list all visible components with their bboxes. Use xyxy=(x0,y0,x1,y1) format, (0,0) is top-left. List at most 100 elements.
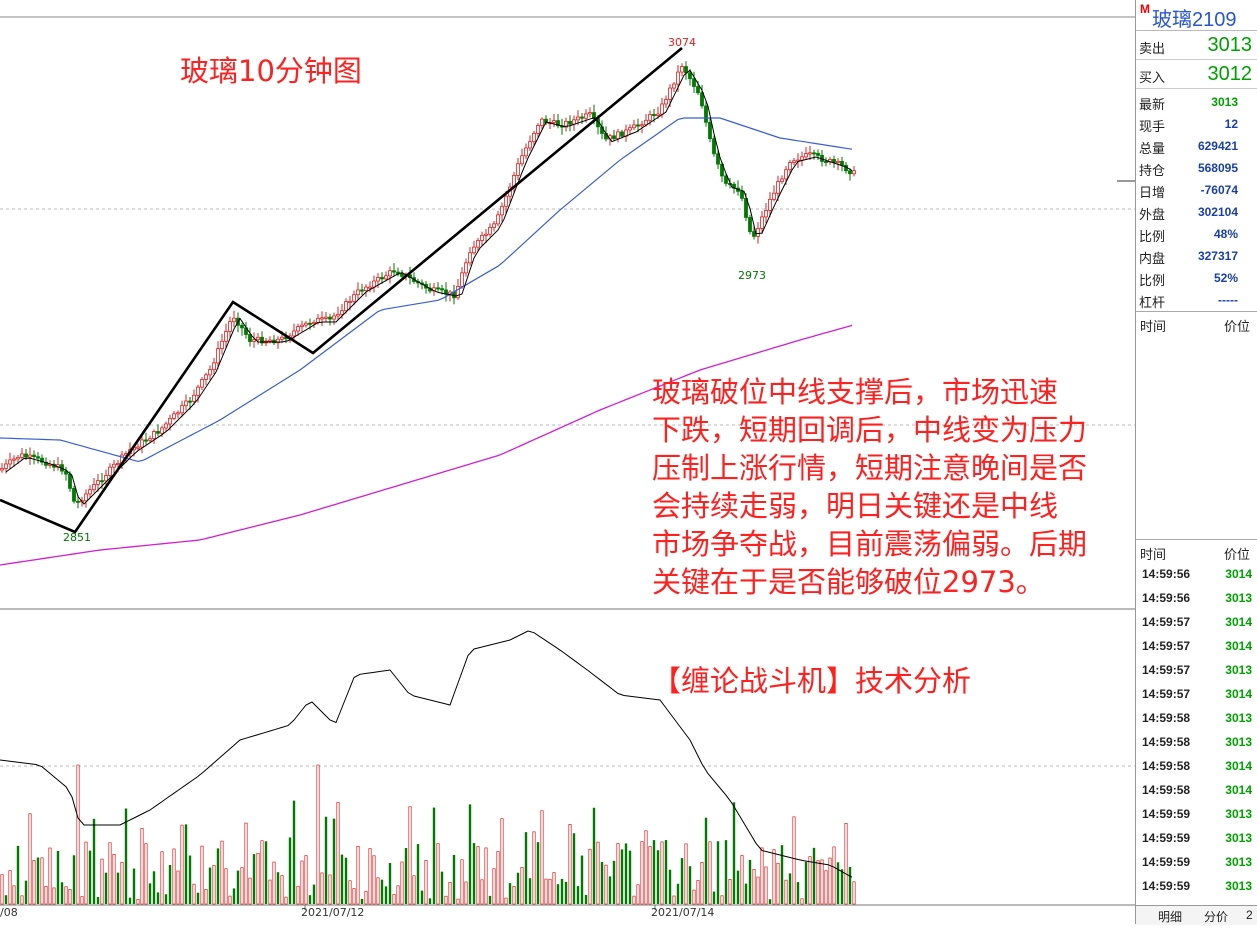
tab-price-distribution[interactable]: 分价 xyxy=(1204,910,1229,924)
candle-body xyxy=(260,336,264,344)
tick-row: 14:59:58 3014 xyxy=(1136,754,1257,778)
volume-bar xyxy=(464,881,468,905)
candle-body xyxy=(136,446,140,449)
volume-bar xyxy=(132,868,136,904)
candle-body xyxy=(524,147,528,157)
stat-value: 48% xyxy=(1213,227,1238,241)
volume-bar xyxy=(240,867,244,905)
candle-body xyxy=(704,105,708,123)
candle-body xyxy=(584,113,588,119)
candle-body xyxy=(588,112,592,115)
candle-body xyxy=(192,394,196,402)
volume-bar xyxy=(408,806,412,905)
volume-bar xyxy=(144,843,148,905)
volume-bar xyxy=(56,850,60,904)
volume-bar xyxy=(24,880,28,904)
x-axis-label: 2021/07/14 xyxy=(651,906,715,919)
volume-bar xyxy=(592,807,596,904)
candle-body xyxy=(572,119,576,125)
candle-body xyxy=(200,379,204,388)
volume-bar xyxy=(552,872,556,905)
candle-body xyxy=(252,339,256,342)
candle-body xyxy=(40,457,44,463)
volume-bar xyxy=(572,833,576,904)
volume-bar xyxy=(44,885,48,905)
stat-value: 327317 xyxy=(1197,249,1238,263)
volume-bar xyxy=(200,845,204,905)
volume-bar xyxy=(164,894,168,904)
candle-body xyxy=(752,231,756,237)
candle-body xyxy=(320,317,324,320)
volume-bar xyxy=(808,856,812,905)
volume-bar xyxy=(748,859,752,904)
candle-body xyxy=(72,488,76,502)
volume-bar xyxy=(496,851,500,905)
volume-bar xyxy=(344,857,348,904)
candle-body xyxy=(76,500,80,503)
candle-body xyxy=(568,120,572,125)
symbol-header[interactable]: M 玻璃2109 xyxy=(1136,0,1257,31)
candle-body xyxy=(628,127,632,131)
volume-bar xyxy=(640,841,644,905)
stat-label: 日增 xyxy=(1139,185,1166,200)
candle-body xyxy=(212,362,216,371)
volume-bar xyxy=(328,874,332,905)
candle-body xyxy=(188,400,192,403)
volume-bar xyxy=(20,895,24,905)
header-time: 时间 xyxy=(1140,547,1167,562)
volume-bar xyxy=(352,888,356,905)
candle-body xyxy=(208,369,212,376)
candle-body xyxy=(376,277,380,282)
stat-label: 杠杆 xyxy=(1139,295,1166,310)
volume-bar xyxy=(388,863,392,904)
tab-detail[interactable]: 明细 xyxy=(1158,910,1183,924)
volume-bar xyxy=(160,851,164,905)
high-label: 3074 xyxy=(668,36,696,49)
volume-bar xyxy=(232,888,236,904)
volume-bar xyxy=(648,846,652,905)
volume-bar xyxy=(32,860,36,905)
tick-row: 14:59:56 3014 xyxy=(1136,562,1257,586)
volume-bar xyxy=(672,895,676,905)
volume-bar xyxy=(784,879,788,905)
kline-chart-area[interactable]: 3074 2973 2851 玻璃10分钟图 玻璃破位中线支撑后，市场迅速 下跌… xyxy=(0,0,1135,924)
tick-row: 14:59:59 3013 xyxy=(1136,850,1257,874)
volume-bar xyxy=(428,898,432,904)
kline-chart[interactable]: 3074 2973 2851 xyxy=(0,0,1135,924)
stat-label: 内盘 xyxy=(1139,251,1166,266)
candle-body xyxy=(456,286,460,299)
volume-bar xyxy=(644,830,648,905)
volume-bar xyxy=(828,857,832,905)
volume-bar xyxy=(372,855,376,905)
volume-bar xyxy=(260,840,264,905)
volume-bar xyxy=(568,824,572,905)
volume-bar xyxy=(100,858,104,905)
tick-price: 3013 xyxy=(1225,807,1252,821)
volume-bar xyxy=(432,807,436,904)
candle-body xyxy=(24,453,28,458)
tick-row: 14:59:59 3013 xyxy=(1136,826,1257,850)
tick-list[interactable]: 14:59:56 3014 14:59:56 3013 14:59:57 3014 14:5… xyxy=(1136,562,1257,922)
candle-body xyxy=(440,288,444,291)
tick-time: 14:59:59 xyxy=(1142,879,1191,893)
tick-row: 14:59:57 3013 xyxy=(1136,658,1257,682)
volume-bar xyxy=(284,896,288,905)
volume-bar xyxy=(596,841,600,905)
candle-body xyxy=(540,118,544,126)
stat-value: 302104 xyxy=(1197,205,1238,219)
tab-more[interactable]: 2 xyxy=(1246,908,1253,922)
candle-body xyxy=(580,116,584,119)
note-line: 关键在于是否能够破位2973。 xyxy=(652,565,1045,599)
volume-bar xyxy=(652,840,656,904)
volume-bar xyxy=(604,864,608,905)
candle-body xyxy=(152,431,156,440)
volume-bar xyxy=(60,882,64,904)
candle-body xyxy=(836,160,840,163)
volume-bar xyxy=(700,862,704,905)
candle-body xyxy=(380,277,384,280)
candle-body xyxy=(824,161,828,164)
tick-row: 14:59:56 3013 xyxy=(1136,586,1257,610)
volume-bar xyxy=(320,872,324,905)
candle-body xyxy=(564,120,568,128)
volume-bar xyxy=(472,843,476,904)
